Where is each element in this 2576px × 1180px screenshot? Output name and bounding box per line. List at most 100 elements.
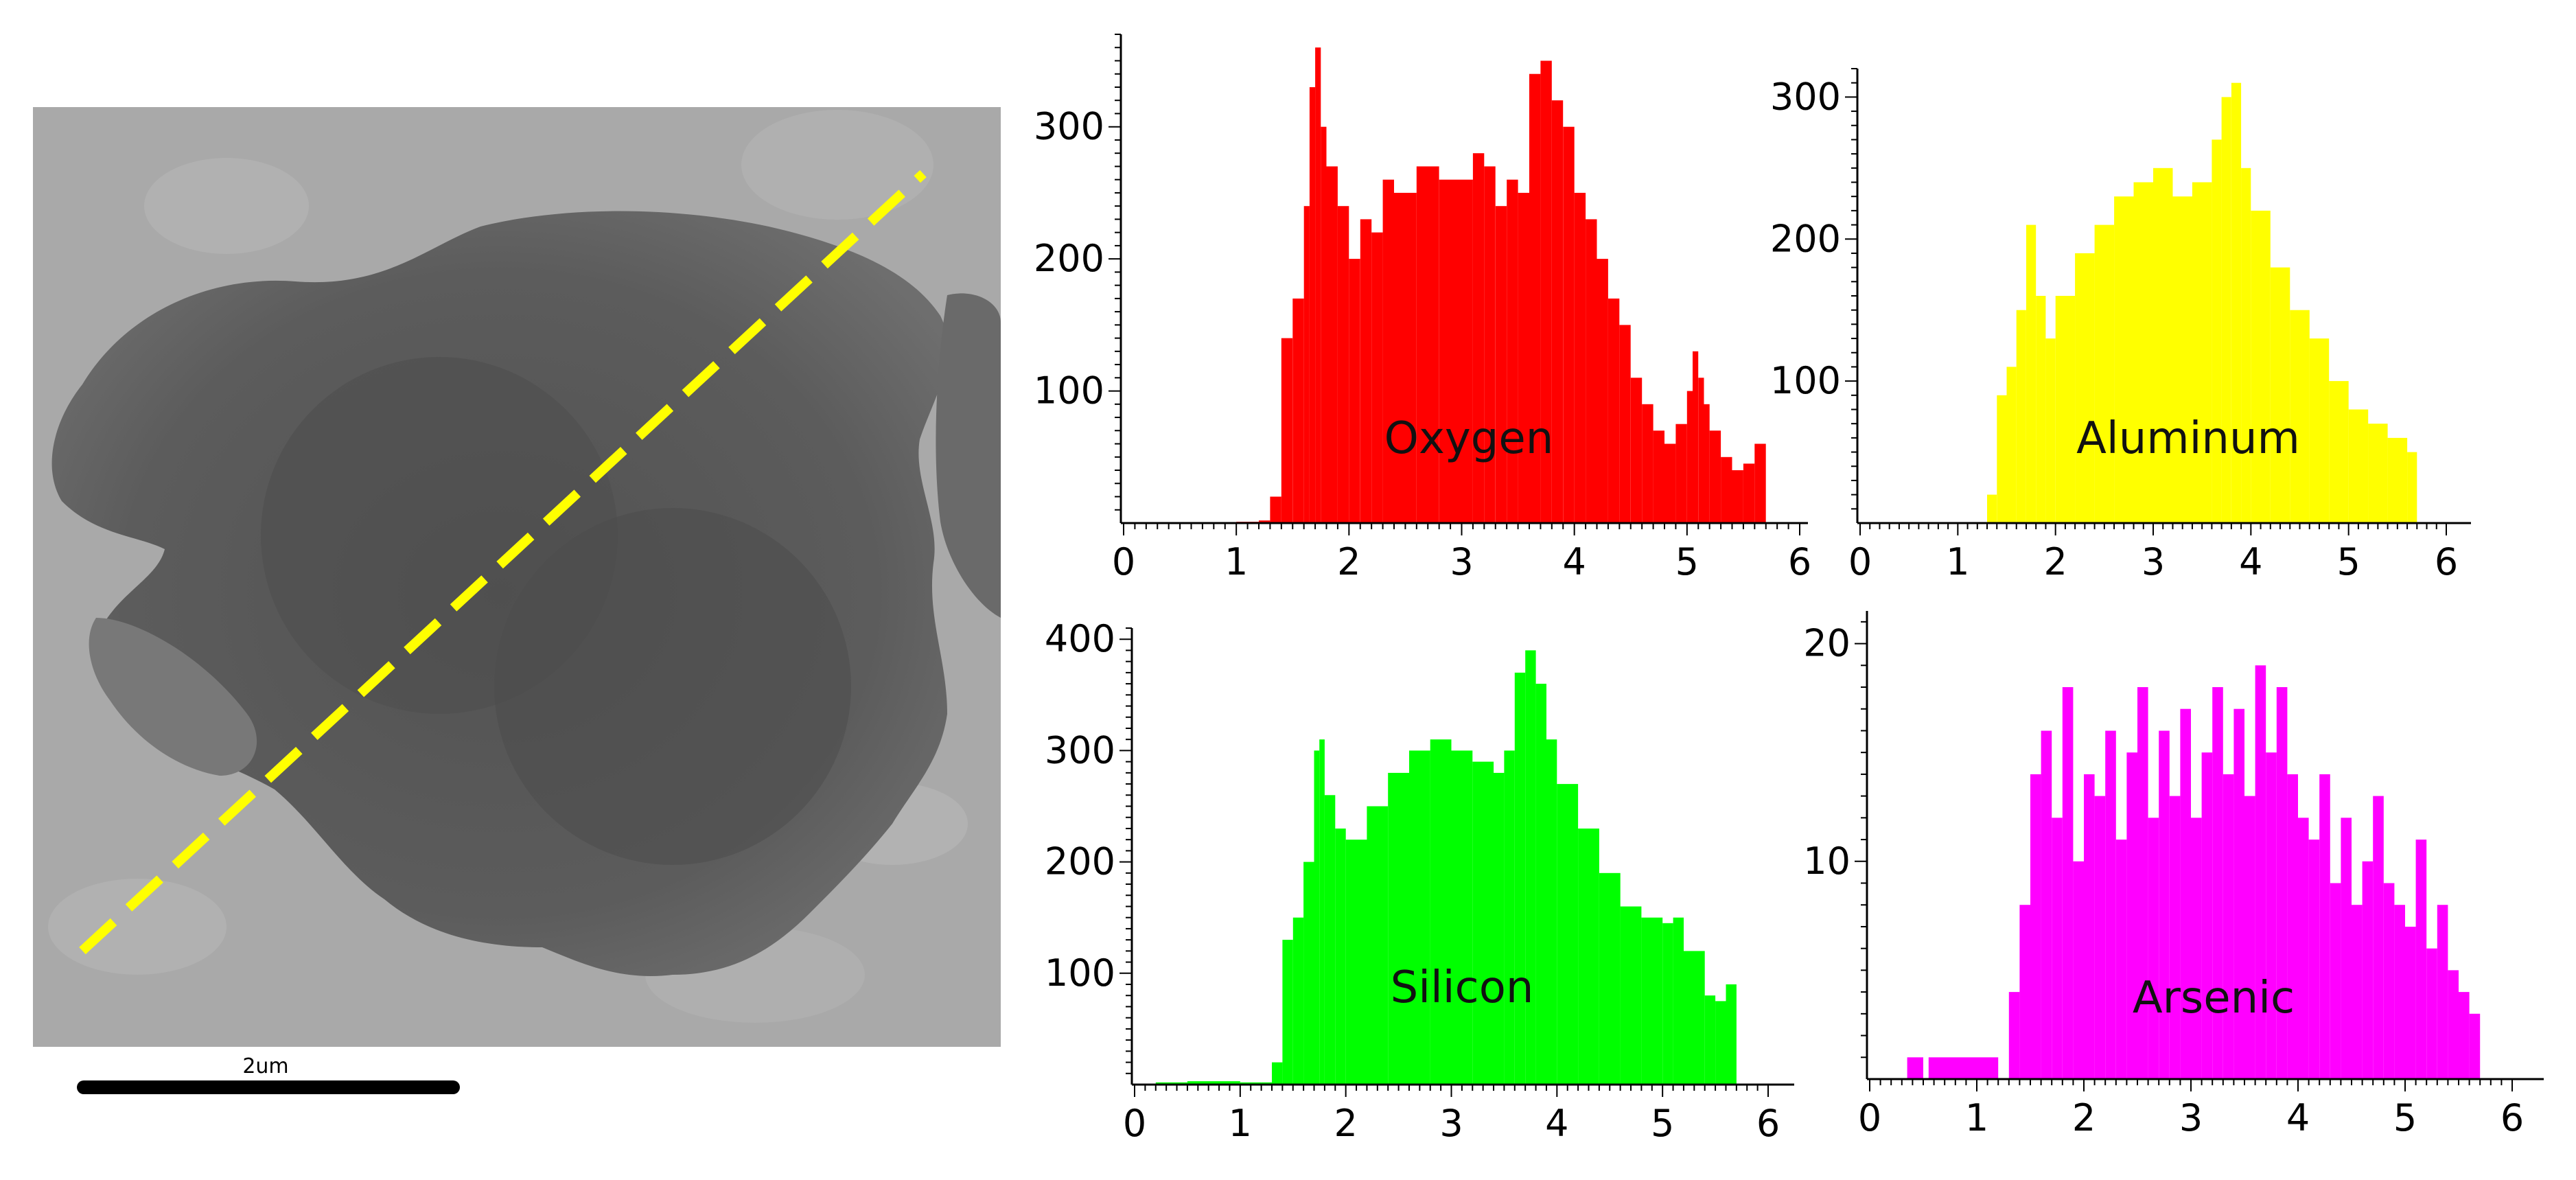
data-bar-aluminum-29	[2407, 452, 2417, 523]
y-tick-label-oxygen-100: 100	[1034, 369, 1104, 413]
data-bar-oxygen-42	[1698, 378, 1704, 523]
x-tick-label-oxygen-3: 3	[1450, 540, 1473, 583]
data-bar-aluminum-23	[2290, 310, 2310, 523]
y-tick-label-oxygen-200: 200	[1034, 237, 1104, 280]
data-bar-arsenic-32	[2287, 774, 2298, 1079]
data-bar-arsenic-37	[2341, 818, 2352, 1079]
data-bar-arsenic-43	[2405, 927, 2416, 1079]
x-tick-label-aluminum-3: 3	[2142, 540, 2165, 583]
data-bar-silicon-20	[1504, 750, 1515, 1085]
x-tick-label-silicon-4: 4	[1545, 1102, 1568, 1145]
data-bar-aluminum-10	[2075, 253, 2095, 523]
data-bar-aluminum-18	[2221, 97, 2231, 523]
data-bar-arsenic-21	[2169, 796, 2181, 1079]
data-bar-oxygen-11	[1326, 166, 1338, 523]
chart-title-oxygen: Oxygen	[1384, 413, 1554, 464]
x-tick-label-silicon-1: 1	[1229, 1102, 1252, 1145]
data-bar-oxygen-19	[1439, 179, 1462, 523]
data-bar-arsenic-19	[2148, 818, 2159, 1079]
x-tick-label-oxygen-6: 6	[1788, 540, 1811, 583]
x-tick-label-silicon-5: 5	[1651, 1102, 1674, 1145]
data-bar-arsenic-16	[2115, 840, 2127, 1079]
data-bar-silicon-32	[1683, 951, 1705, 1085]
x-tick-label-aluminum-5: 5	[2336, 540, 2360, 583]
chart-arsenic: 0 1 2 3 4 5 6 10 20 Arsenic	[1803, 611, 2544, 1139]
data-bar-oxygen-27	[1540, 60, 1552, 523]
data-bar-arsenic-26	[2223, 774, 2234, 1079]
data-bar-oxygen-13	[1349, 259, 1360, 523]
data-bar-aluminum-7	[2036, 296, 2046, 523]
data-bar-arsenic-25	[2212, 687, 2223, 1079]
data-bar-oxygen-28	[1551, 100, 1564, 523]
data-bar-oxygen-4	[1270, 496, 1281, 523]
data-bar-oxygen-29	[1563, 126, 1575, 523]
y-tick-label-arsenic-10: 10	[1803, 840, 1850, 883]
data-bar-oxygen-32	[1597, 259, 1608, 523]
data-bar-aluminum-2	[1987, 494, 1997, 523]
data-bar-arsenic-39	[2362, 861, 2374, 1079]
data-bar-arsenic-13	[2084, 774, 2095, 1079]
data-bar-arsenic-35	[2319, 774, 2330, 1079]
data-bar-arsenic-49	[2469, 1013, 2481, 1079]
data-bar-oxygen-20	[1461, 179, 1473, 523]
data-bar-oxygen-17	[1394, 192, 1417, 523]
data-bar-oxygen-40	[1686, 391, 1693, 523]
y-tick-label-aluminum-300: 300	[1770, 75, 1841, 118]
data-bar-arsenic-24	[2201, 752, 2213, 1079]
data-bar-arsenic-14	[2094, 796, 2106, 1079]
data-bar-silicon-7	[1303, 861, 1314, 1085]
x-tick-label-silicon-2: 2	[1334, 1102, 1357, 1145]
data-bar-oxygen-30	[1574, 192, 1586, 523]
y-tick-label-silicon-100: 100	[1045, 951, 1115, 995]
data-bar-silicon-19	[1494, 772, 1505, 1085]
data-bar-oxygen-16	[1382, 179, 1394, 523]
chart-title-silicon: Silicon	[1391, 962, 1534, 1013]
chart-silicon: 0 1 2 3 4 5 6 100 200 300 400 Silicon	[1045, 617, 1794, 1145]
data-bar-aluminum-28	[2387, 437, 2408, 523]
data-bar-silicon-18	[1472, 761, 1494, 1085]
data-bar-silicon-33	[1704, 995, 1716, 1085]
data-bar-aluminum-13	[2133, 182, 2153, 523]
x-tick-label-aluminum-6: 6	[2435, 540, 2458, 583]
data-bar-silicon-3	[1261, 1082, 1272, 1085]
data-bar-aluminum-24	[2309, 338, 2330, 523]
data-bar-arsenic-42	[2394, 905, 2405, 1079]
x-tick-label-oxygen-2: 2	[1337, 540, 1360, 583]
data-bar-oxygen-41	[1693, 351, 1699, 523]
data-bar-aluminum-22	[2270, 267, 2290, 523]
x-tick-label-silicon-6: 6	[1756, 1102, 1780, 1145]
chart-title-arsenic: Arsenic	[2133, 973, 2295, 1023]
data-bar-arsenic-10	[2052, 818, 2063, 1079]
data-bar-aluminum-6	[2026, 224, 2037, 523]
scale-bar-label: 2um	[242, 1054, 288, 1078]
data-bar-aluminum-27	[2368, 424, 2388, 523]
data-bar-silicon-12	[1345, 840, 1367, 1085]
data-bar-silicon-22	[1525, 650, 1536, 1085]
data-bar-aluminum-3	[1997, 395, 2007, 523]
data-bar-aluminum-4	[2006, 367, 2017, 523]
data-bar-silicon-28	[1620, 906, 1642, 1085]
data-bar-oxygen-26	[1529, 73, 1541, 523]
data-bar-aluminum-5	[2016, 310, 2026, 523]
data-bar-silicon-4	[1272, 1062, 1283, 1085]
data-bar-silicon-17	[1451, 750, 1473, 1085]
data-bar-arsenic-9	[2041, 730, 2052, 1079]
data-bar-arsenic-36	[2330, 883, 2341, 1079]
x-tick-label-arsenic-1: 1	[1965, 1096, 1988, 1139]
data-bar-arsenic-8	[2030, 774, 2041, 1079]
x-tick-label-aluminum-1: 1	[1946, 540, 1969, 583]
data-bar-oxygen-23	[1495, 206, 1507, 523]
data-bar-arsenic-15	[2105, 730, 2116, 1079]
data-bar-silicon-8	[1314, 750, 1320, 1085]
data-bar-silicon-6	[1292, 917, 1304, 1085]
data-bar-arsenic-47	[2448, 970, 2459, 1079]
data-bar-arsenic-34	[2308, 840, 2320, 1079]
x-tick-label-arsenic-5: 5	[2393, 1096, 2417, 1139]
data-bar-arsenic-6	[2008, 992, 2020, 1079]
data-bar-oxygen-48	[1754, 443, 1766, 523]
x-tick-label-arsenic-3: 3	[2179, 1096, 2203, 1139]
data-bar-arsenic-45	[2426, 948, 2437, 1079]
data-bar-aluminum-15	[2172, 196, 2192, 523]
data-bar-arsenic-44	[2415, 840, 2427, 1079]
data-bar-arsenic-40	[2373, 796, 2384, 1079]
